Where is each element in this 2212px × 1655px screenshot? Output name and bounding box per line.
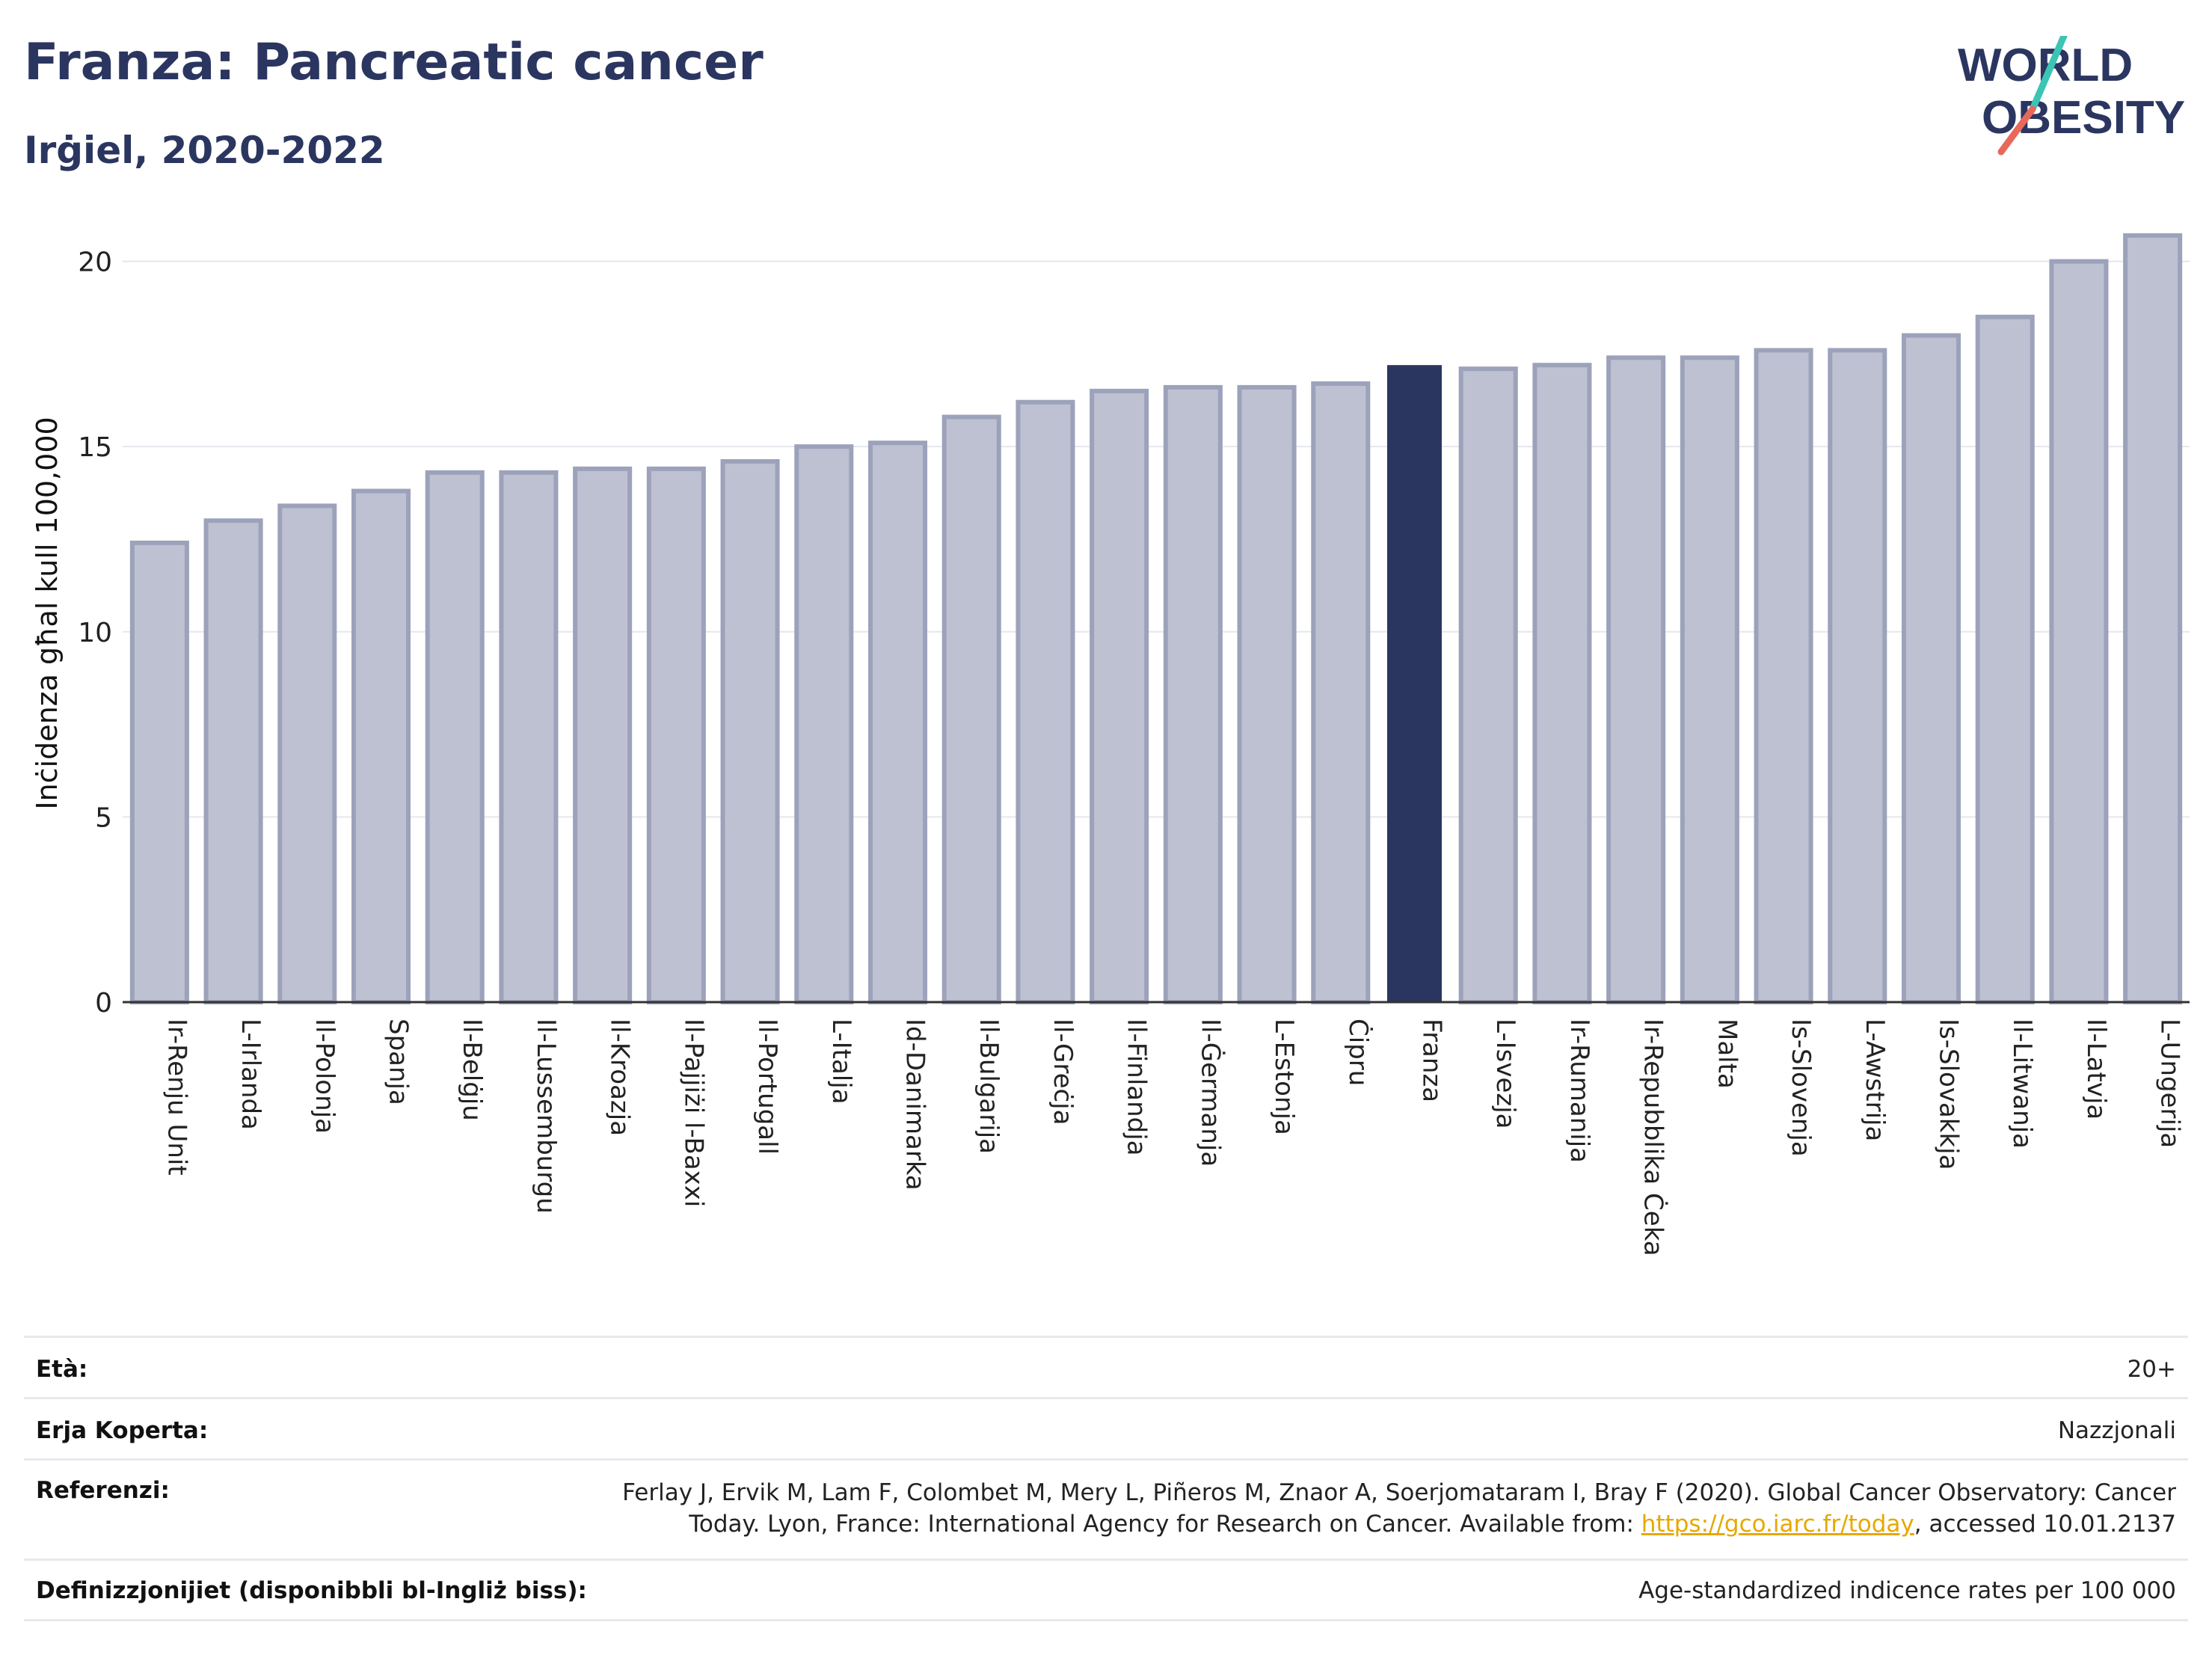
bar-3 xyxy=(351,488,411,1004)
meta-area-label: Erja Koperta: xyxy=(36,1417,209,1444)
y-tick-label-15: 15 xyxy=(78,432,112,463)
bar-13 xyxy=(1090,388,1149,1004)
x-tick-label-19: Ir-Rumanija xyxy=(1564,1019,1594,1163)
bar-0 xyxy=(129,540,189,1004)
x-tick-label-26: Il-Latvja xyxy=(2081,1019,2111,1120)
bar-2 xyxy=(277,503,337,1004)
bar-12 xyxy=(1016,399,1075,1004)
bar-24 xyxy=(1901,333,1961,1005)
bar-26 xyxy=(2049,259,2109,1004)
x-tick-label-10: Id-Danimarka xyxy=(900,1019,930,1191)
bar-6 xyxy=(573,466,633,1004)
bar-1 xyxy=(203,518,263,1004)
page-subtitle: Irġiel, 2020-2022 xyxy=(24,129,385,172)
meta-age-label: Età: xyxy=(36,1356,88,1383)
x-tick-label-5: Il-Lussemburgu xyxy=(531,1019,561,1214)
bar-21 xyxy=(1680,355,1739,1004)
bar-5 xyxy=(499,470,559,1004)
x-tick-label-18: L-Isvezja xyxy=(1490,1019,1520,1129)
bar-20 xyxy=(1606,355,1666,1004)
x-tick-label-27: L-Ungerija xyxy=(2155,1019,2185,1148)
x-tick-label-6: Il-Kroazja xyxy=(605,1019,635,1136)
x-tick-label-8: Il-Portugall xyxy=(752,1019,782,1155)
meta-row-references: Referenzi: Ferlay J, Ervik M, Lam F, Col… xyxy=(24,1458,2188,1561)
x-tick-label-4: Il-Belġju xyxy=(457,1019,487,1121)
meta-row-definitions: Definizzjonijiet (disponibbli bl-Ingliż … xyxy=(24,1559,2188,1621)
x-tick-label-12: Il-Greċja xyxy=(1048,1019,1078,1125)
x-tick-label-1: L-Irlanda xyxy=(236,1019,265,1130)
x-tick-label-3: Spanja xyxy=(384,1019,414,1105)
bar-22 xyxy=(1754,348,1813,1004)
x-tick-label-7: Il-Pajjiżi l-Baxxi xyxy=(678,1019,708,1207)
x-tick-label-21: Malta xyxy=(1712,1019,1742,1089)
x-tick-label-22: Is-Slovenja xyxy=(1786,1019,1816,1157)
page-title: Franza: Pancreatic cancer xyxy=(24,33,764,92)
bar-8 xyxy=(720,458,780,1004)
bar-19 xyxy=(1532,363,1592,1004)
x-tick-label-2: Il-Polonja xyxy=(310,1019,340,1134)
x-tick-label-0: Ir-Renju Unit xyxy=(162,1019,191,1176)
x-tick-label-11: Il-Bulgarija xyxy=(974,1019,1004,1154)
x-tick-label-20: Ir-Repubblika Ċeka xyxy=(1638,1019,1669,1256)
bar-27 xyxy=(2123,233,2183,1004)
bar-11 xyxy=(941,414,1001,1004)
logo-slash-red xyxy=(1997,105,2036,156)
meta-age-value: 20+ xyxy=(2127,1356,2176,1383)
bar-17 xyxy=(1386,365,1443,1002)
x-tick-label-16: Ċipru xyxy=(1343,1019,1374,1086)
bar-14 xyxy=(1163,384,1223,1004)
bar-16 xyxy=(1311,381,1371,1004)
meta-def-value: Age-standardized indicence rates per 100… xyxy=(1638,1577,2176,1604)
y-tick-label-20: 20 xyxy=(78,248,112,278)
y-tick-label-5: 5 xyxy=(95,802,112,833)
x-tick-label-24: Is-Slovakkja xyxy=(1934,1019,1964,1170)
meta-ref-label: Referenzi: xyxy=(36,1477,170,1504)
ref-line-1: Ferlay J, Ervik M, Lam F, Colombet M, Me… xyxy=(622,1479,2176,1506)
y-axis-label: Inċidenza għal kull 100,000 xyxy=(31,417,64,809)
ref-line-2: Today. Lyon, France: International Agenc… xyxy=(622,1508,2176,1540)
meta-row-area: Erja Koperta: Nazzjonali xyxy=(24,1397,2188,1461)
bar-23 xyxy=(1828,348,1887,1004)
meta-area-value: Nazzjonali xyxy=(2057,1417,2176,1444)
meta-def-label: Definizzjonijiet (disponibbli bl-Ingliż … xyxy=(36,1577,587,1604)
y-tick-label-0: 0 xyxy=(95,988,112,1019)
logo-slash-teal xyxy=(2029,36,2068,113)
bar-chart: 0 5 10 15 20 Inċidenza għal kull 100,000 Ir-Re… xyxy=(31,233,2190,1256)
ref-line-2-post: , accessed 10.01.2137 xyxy=(1914,1511,2176,1538)
ref-link[interactable]: https://gco.iarc.fr/today xyxy=(1641,1511,1914,1538)
bar-15 xyxy=(1237,384,1297,1004)
x-tick-label-15: L-Estonja xyxy=(1269,1019,1299,1135)
x-tick-label-9: L-Italja xyxy=(826,1019,856,1105)
bar-10 xyxy=(867,440,928,1004)
bar-4 xyxy=(425,470,485,1004)
bar-18 xyxy=(1458,366,1518,1004)
meta-ref-value: Ferlay J, Ervik M, Lam F, Colombet M, Me… xyxy=(622,1477,2176,1540)
x-tick-label-14: Il-Ġermanja xyxy=(1195,1019,1226,1167)
bar-7 xyxy=(646,466,706,1004)
bar-9 xyxy=(794,444,854,1004)
y-tick-label-10: 10 xyxy=(78,618,112,648)
x-tick-label-25: Il-Litwanja xyxy=(2007,1019,2037,1149)
x-tick-label-23: L-Awstrija xyxy=(1860,1019,1890,1141)
bar-25 xyxy=(1975,314,2035,1004)
x-tick-label-13: Il-Finlandja xyxy=(1122,1019,1152,1156)
x-tick-label-17: Franza xyxy=(1417,1019,1447,1102)
ref-line-2-pre: Today. Lyon, France: International Agenc… xyxy=(689,1511,1641,1538)
meta-row-age: Età: 20+ xyxy=(24,1336,2188,1399)
world-obesity-logo: WORLD OBESITY xyxy=(1958,36,2185,156)
